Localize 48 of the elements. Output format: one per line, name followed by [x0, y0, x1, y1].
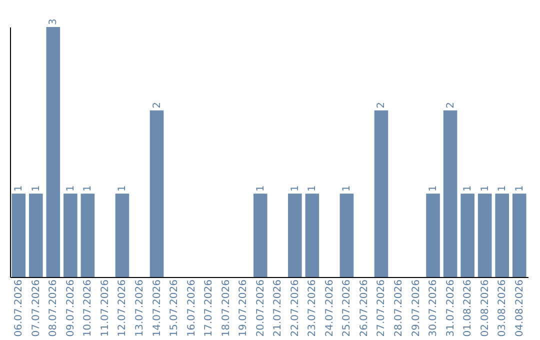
data-label: 1	[480, 185, 491, 192]
x-tick-label: 11.07.2026	[100, 280, 111, 337]
x-tick-label: 23.07.2026	[307, 280, 318, 337]
x-tick-label: 10.07.2026	[82, 280, 94, 337]
data-label: 3	[48, 18, 60, 25]
x-tick-label: 03.08.2026	[497, 280, 508, 337]
x-tick-label: 30.07.2026	[428, 280, 440, 337]
x-tick-label: 25.07.2026	[342, 280, 353, 337]
data-label: 1	[497, 185, 508, 192]
data-label: 1	[514, 185, 526, 192]
data-label: 1	[462, 185, 474, 192]
x-tick-label: 12.07.2026	[117, 280, 128, 337]
x-tick-label: 02.08.2026	[480, 280, 491, 337]
data-label: 1	[307, 185, 318, 192]
data-label: 2	[376, 102, 388, 108]
x-tick-label: 04.08.2026	[514, 280, 526, 337]
x-tick-label: 22.07.2026	[290, 280, 301, 337]
x-tick-label: 31.07.2026	[445, 280, 456, 337]
data-label: 1	[342, 185, 353, 192]
x-tick-label: 14.07.2026	[152, 280, 163, 337]
x-tick-label: 29.07.2026	[410, 280, 422, 337]
data-label: 1	[65, 185, 76, 192]
x-tick-label: 18.07.2026	[220, 280, 232, 337]
x-tick-label: 01.08.2026	[462, 280, 474, 337]
x-tick-label: 26.07.2026	[358, 280, 370, 337]
x-tick-label: 19.07.2026	[238, 280, 250, 337]
x-tick-label: 13.07.2026	[134, 280, 146, 337]
data-label: 1	[82, 185, 94, 192]
x-tick-label: 20.07.2026	[255, 280, 266, 337]
data-label: 1	[117, 185, 128, 192]
x-tick-label: 24.07.2026	[324, 280, 336, 337]
x-tick-label: 28.07.2026	[394, 280, 404, 337]
x-tick-label: 07.07.2026	[30, 280, 42, 337]
data-label: 1	[428, 185, 440, 192]
x-tick-label: 06.07.2026	[14, 280, 25, 337]
x-tick-label: 21.07.2026	[272, 280, 284, 337]
data-label: 2	[445, 102, 456, 108]
data-label: 1	[255, 185, 266, 192]
data-label: 1	[290, 185, 301, 192]
data-label: 2	[152, 102, 163, 108]
x-tick-label: 09.07.2026	[65, 280, 76, 337]
x-tick-label: 17.07.2026	[204, 280, 215, 337]
x-tick-label: 08.07.2026	[48, 280, 60, 337]
x-tick-label: 16.07.2026	[186, 280, 198, 337]
x-tick-label: 15.07.2026	[169, 280, 180, 337]
data-label: 1	[30, 185, 42, 192]
x-tick-label: 27.07.2026	[376, 280, 388, 337]
data-label: 1	[14, 185, 25, 192]
